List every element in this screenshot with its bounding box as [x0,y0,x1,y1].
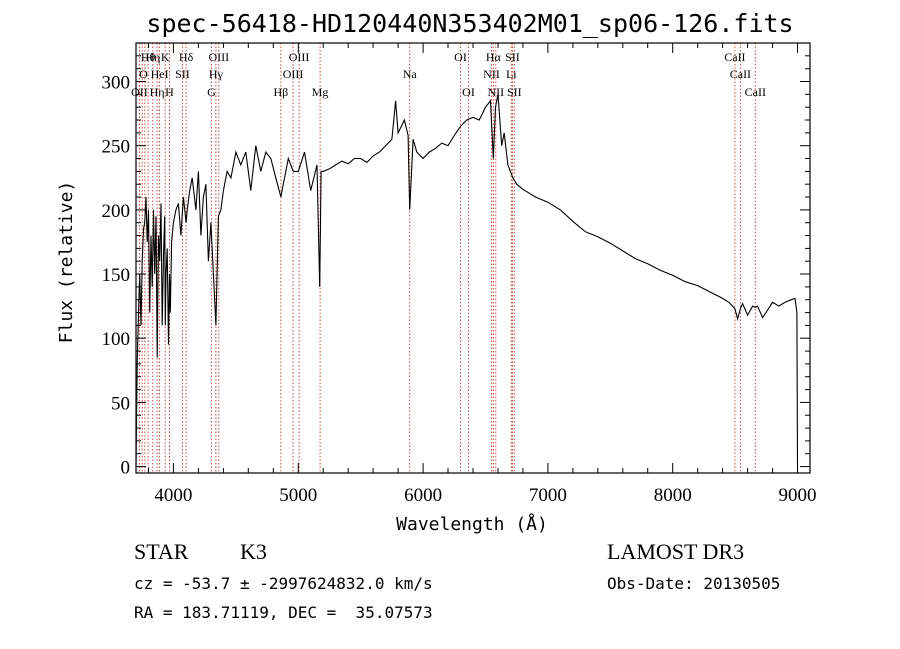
line-labels: OIIOHθHηHηHeIKHSIIHδGHγOIIIHβOIIIOIIIMgN… [131,50,766,99]
line-label: Na [403,67,418,81]
redshift-cz: cz = -53.7 ± -2997624832.0 km/s [134,574,433,593]
line-label: OII [131,85,148,99]
x-tick-label: 9000 [779,485,817,506]
line-label: Hη [150,85,165,99]
line-label: G [207,85,216,99]
line-label: NII [487,85,504,99]
ra-dec: RA = 183.71119, DEC = 35.07573 [134,603,433,622]
line-label: OI [462,85,475,99]
line-label: OIII [289,50,310,64]
y-axis-ticks: 0 50 100 150 200 250 300 [102,55,810,479]
line-label: SII [507,85,522,99]
line-label: Hδ [179,50,194,64]
line-label: CaII [724,50,745,64]
object-type: STAR [134,539,189,564]
y-tick-label: 150 [102,265,131,286]
x-tick-label: 6000 [404,485,442,506]
y-axis-label: Flux (relative) [56,181,77,344]
line-label: SII [505,50,520,64]
line-label: O [139,67,148,81]
x-tick-label: 7000 [529,485,567,506]
line-label: Hβ [274,85,289,99]
line-label: OIII [208,50,229,64]
y-tick-label: 0 [121,458,131,479]
x-axis-ticks: 4000 5000 6000 7000 8000 9000 [148,43,817,506]
line-label: CaII [730,67,751,81]
line-label: NII [483,67,500,81]
subclass: K3 [240,539,267,564]
y-tick-label: 200 [102,201,131,222]
line-label: Hθ [141,50,156,64]
line-label: Mg [312,85,329,99]
y-tick-label: 250 [102,137,131,158]
line-label: HeI [151,67,169,81]
line-label: K [161,50,170,64]
line-label: SII [175,67,190,81]
x-tick-label: 8000 [654,485,692,506]
marker-lines [138,43,756,473]
x-tick-label: 4000 [154,485,192,506]
survey-name: LAMOST DR3 [607,539,745,564]
line-label: OIII [283,67,304,81]
line-label: Hη [145,50,160,64]
line-label: Hα [486,50,502,64]
line-label: CaII [745,85,766,99]
y-tick-label: 50 [111,393,130,414]
obs-date: Obs-Date: 20130505 [607,574,781,593]
line-label: OI [454,50,467,64]
x-axis-label: Wavelength (Å) [396,513,548,535]
x-tick-label: 5000 [279,485,317,506]
line-label: H [165,85,174,99]
y-tick-label: 300 [102,73,131,94]
flux-series-line [135,94,799,467]
line-label: Hγ [209,67,224,81]
chart-title: spec-56418-HD120440N353402M01_sp06-126.f… [146,9,793,38]
line-label: Li [506,67,517,81]
plot-frame [135,42,811,474]
y-tick-label: 100 [102,329,131,350]
